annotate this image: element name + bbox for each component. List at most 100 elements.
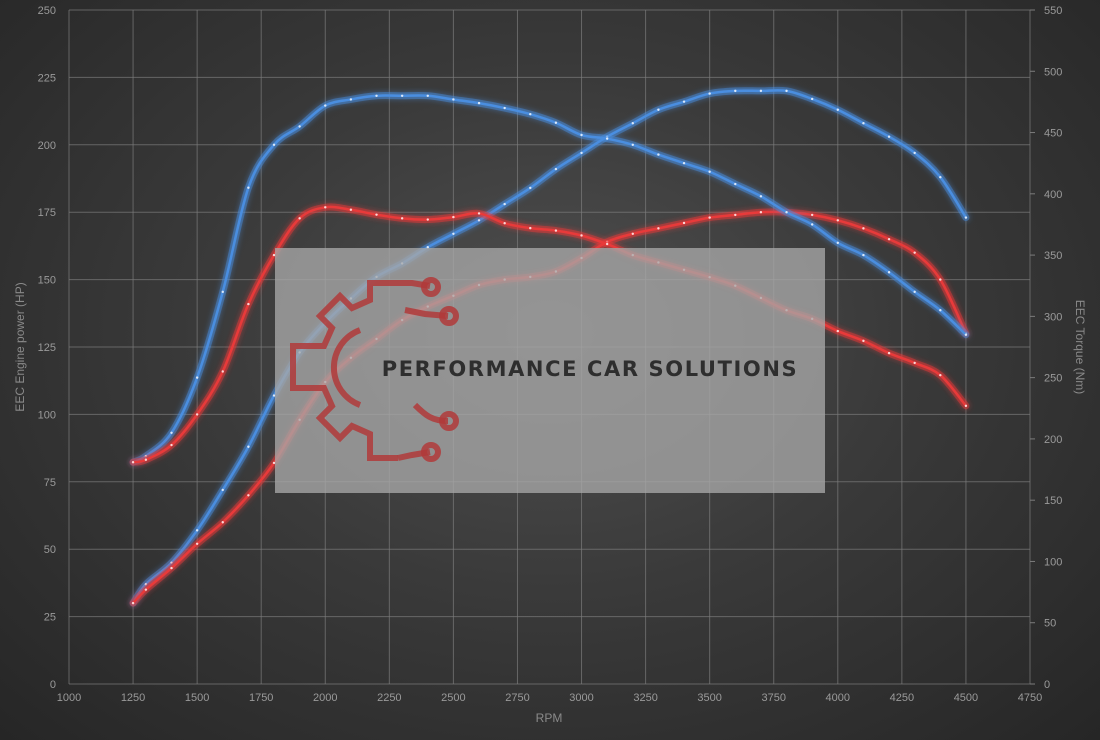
x-tick-label: 2250 <box>377 692 401 704</box>
data-point <box>964 404 968 408</box>
x-tick-label: 3500 <box>697 692 721 704</box>
data-point <box>580 151 583 155</box>
data-point <box>682 100 686 103</box>
data-point <box>913 151 916 155</box>
data-point <box>298 125 301 128</box>
data-point <box>247 186 250 189</box>
data-point <box>452 232 455 235</box>
x-tick-label: 1750 <box>249 692 273 704</box>
data-point <box>426 218 429 221</box>
data-point <box>836 219 839 222</box>
data-point <box>426 94 429 97</box>
x-tick-label: 3000 <box>569 692 593 704</box>
data-point <box>298 217 301 220</box>
data-point <box>477 219 481 222</box>
y-tick-label: 0 <box>50 679 56 691</box>
data-point <box>939 309 942 312</box>
data-point <box>349 208 353 211</box>
gear-circuit-logo-icon <box>290 277 459 462</box>
data-point <box>324 104 327 107</box>
data-point <box>131 460 135 464</box>
data-point <box>400 94 404 97</box>
y-axis-ticks: 0 25 50 75 100 125 150 175 200 225 250 <box>38 5 56 691</box>
data-point <box>836 241 839 245</box>
y2-tick-label: 250 <box>1044 373 1062 385</box>
data-point <box>887 135 891 138</box>
data-point <box>144 588 148 591</box>
data-point <box>272 461 276 465</box>
y-tick-label: 100 <box>38 409 56 421</box>
data-point <box>426 246 429 249</box>
data-point <box>631 143 634 146</box>
data-point <box>170 431 173 434</box>
y2-tick-label: 550 <box>1044 5 1062 17</box>
y2-tick-label: 500 <box>1044 66 1062 78</box>
data-point <box>939 278 942 281</box>
x-tick-label: 4000 <box>826 692 850 704</box>
data-point <box>272 394 276 397</box>
data-point <box>631 122 634 125</box>
data-point <box>221 290 224 294</box>
data-point <box>170 443 173 447</box>
y-tick-label: 200 <box>38 140 56 152</box>
data-point <box>887 271 891 274</box>
x-tick-label: 3750 <box>761 692 785 704</box>
series-line-0 <box>131 89 968 605</box>
data-point <box>375 213 378 216</box>
data-point <box>195 529 199 532</box>
data-point <box>887 237 891 241</box>
data-point <box>452 215 455 219</box>
y2-tick-label: 50 <box>1044 618 1056 630</box>
data-point <box>221 370 224 373</box>
data-point <box>862 122 865 125</box>
data-point <box>349 98 353 101</box>
data-point <box>862 339 865 343</box>
y-axis-title: EEC Engine power (HP) <box>13 282 27 411</box>
data-point <box>605 242 609 246</box>
data-point <box>785 211 788 214</box>
data-point <box>759 195 763 198</box>
data-point <box>657 227 660 230</box>
x-tick-label: 1500 <box>185 692 209 704</box>
data-point <box>272 253 276 257</box>
data-point <box>708 216 711 219</box>
y-tick-label: 225 <box>38 72 56 84</box>
data-point <box>170 566 173 570</box>
data-point <box>195 376 199 379</box>
data-point <box>554 229 558 232</box>
x-axis-ticks: 1000 1250 1500 1750 2000 2250 2500 2750 3000 3250… <box>57 692 1042 704</box>
data-point <box>375 94 378 97</box>
y2-tick-label: 450 <box>1044 128 1062 140</box>
data-point <box>131 601 135 605</box>
y2-tick-label: 200 <box>1044 434 1062 446</box>
x-tick-label: 2500 <box>441 692 465 704</box>
data-point <box>682 221 686 225</box>
data-point <box>657 108 660 111</box>
data-point <box>810 223 814 226</box>
data-point <box>913 251 916 254</box>
data-point <box>503 222 506 225</box>
x-tick-label: 4750 <box>1018 692 1042 704</box>
y2-axis-ticks: 0 50 100 150 200 250 300 350 400 450 500 550 <box>1044 5 1062 691</box>
data-point <box>529 112 532 116</box>
data-point <box>247 494 250 497</box>
data-point <box>452 98 455 101</box>
y-tick-label: 25 <box>44 612 56 624</box>
watermark: PERFORMANCE CAR SOLUTIONS <box>275 248 825 493</box>
data-point <box>477 101 481 105</box>
data-point <box>580 234 583 237</box>
data-point <box>221 488 224 492</box>
y2-axis-title: EEC Torque (Nm) <box>1073 300 1087 394</box>
data-point <box>734 182 737 186</box>
data-point <box>247 445 250 448</box>
watermark-panel <box>275 248 825 493</box>
data-point <box>785 89 788 93</box>
data-point <box>631 232 634 235</box>
data-point <box>862 227 865 230</box>
y2-tick-label: 400 <box>1044 189 1062 201</box>
data-point <box>324 206 327 209</box>
data-point <box>503 106 506 110</box>
x-tick-label: 3250 <box>633 692 657 704</box>
data-point <box>708 92 711 95</box>
